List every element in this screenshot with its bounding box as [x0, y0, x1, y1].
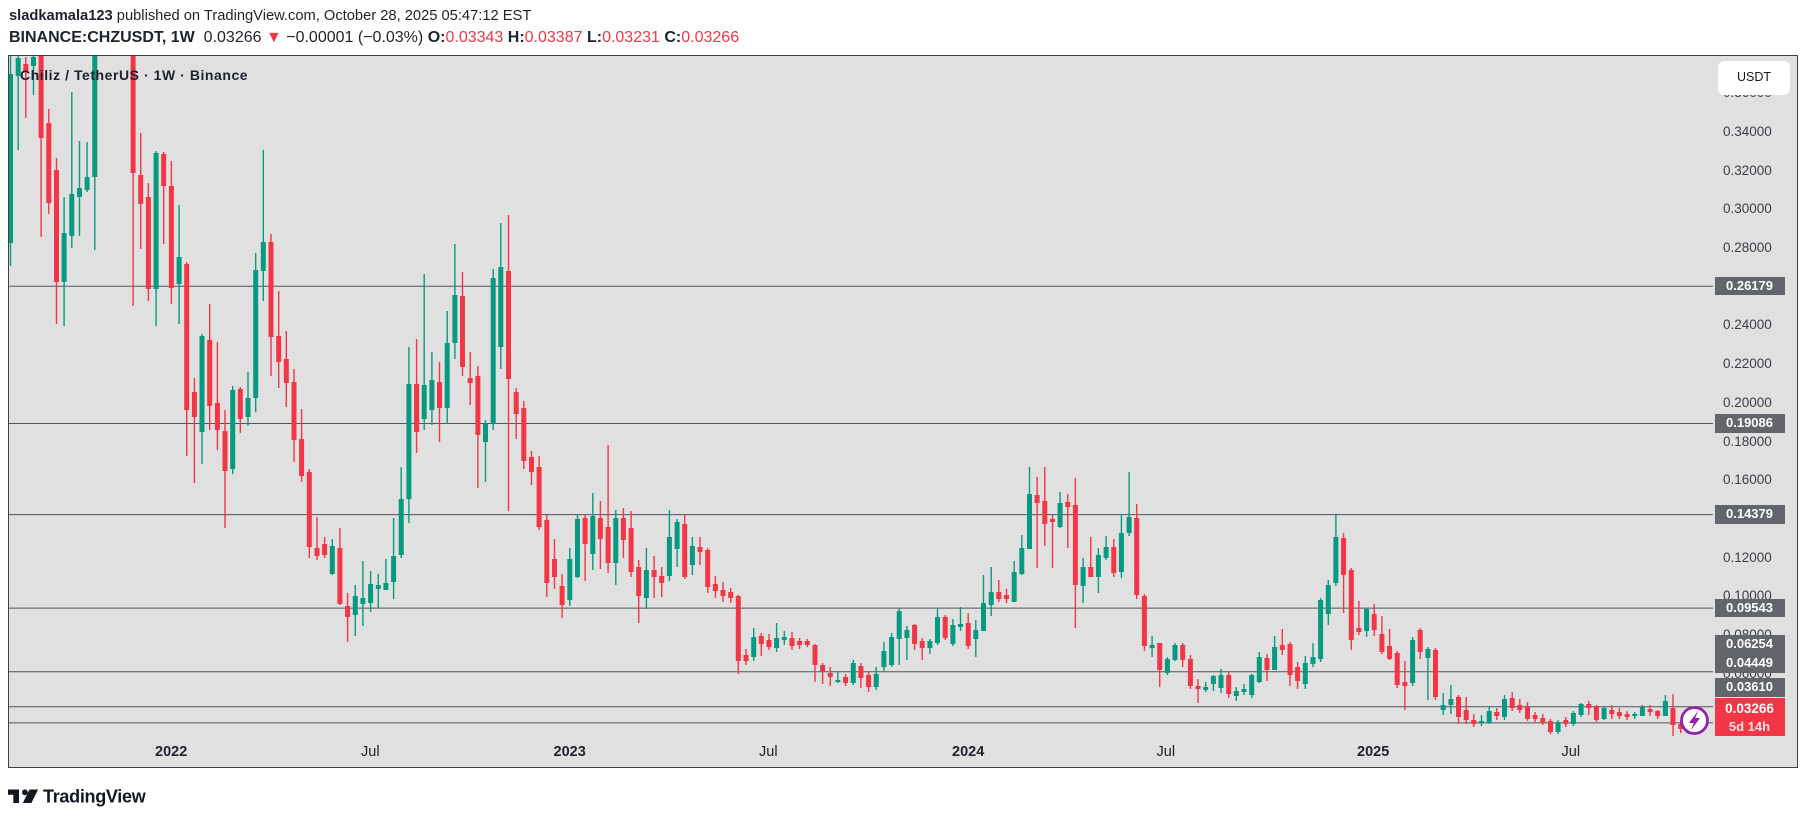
- svg-text:TradingView: TradingView: [43, 787, 147, 807]
